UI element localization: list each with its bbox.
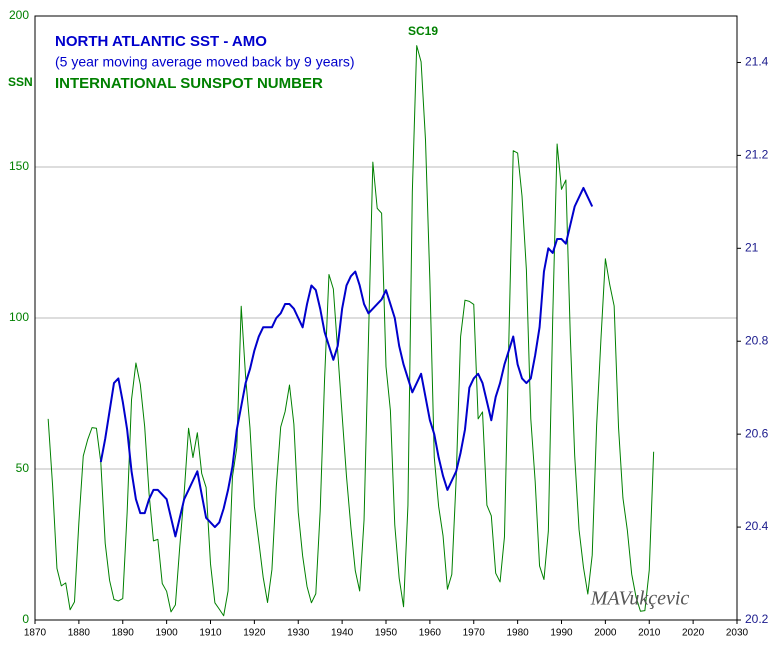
y2-tick-label: 21.2	[745, 148, 769, 162]
x-tick-label: 1940	[331, 628, 354, 639]
y2-tick-label: 20.4	[745, 519, 769, 533]
y2-tick-label: 20.6	[745, 426, 769, 440]
x-tick-label: 1910	[199, 628, 222, 639]
y-tick-label: 150	[9, 159, 29, 173]
legend-amo: NORTH ATLANTIC SST - AMO	[55, 33, 267, 50]
y-tick-label: 200	[9, 8, 29, 22]
x-tick-label: 1950	[375, 628, 398, 639]
x-tick-label: 1890	[112, 628, 135, 639]
x-tick-label: 2010	[638, 628, 661, 639]
series-line	[99, 186, 594, 538]
y-tick-label: 50	[16, 461, 30, 475]
x-tick-label: 1870	[24, 628, 47, 639]
y-tick-label: 100	[9, 310, 29, 324]
x-tick-label: 1930	[287, 628, 310, 639]
series-line	[47, 45, 655, 617]
watermark: MAVukçevic	[590, 588, 690, 610]
x-tick-label: 1920	[243, 628, 266, 639]
x-tick-label: 2000	[594, 628, 617, 639]
y-axis-label: SSN	[8, 75, 33, 89]
x-tick-label: 1900	[156, 628, 179, 639]
subtitle: (5 year moving average moved back by 9 y…	[55, 54, 355, 70]
y2-tick-label: 20.8	[745, 333, 769, 347]
x-tick-label: 1960	[419, 628, 442, 639]
x-tick-label: 1990	[550, 628, 573, 639]
annotation: SC19	[408, 24, 438, 38]
x-tick-label: 2020	[682, 628, 705, 639]
legend-ssn: INTERNATIONAL SUNSPOT NUMBER	[55, 75, 323, 92]
y-tick-label: 0	[22, 612, 29, 626]
x-tick-label: 2030	[726, 628, 749, 639]
x-tick-label: 1970	[463, 628, 486, 639]
y2-tick-label: 21.4	[745, 55, 769, 69]
y2-tick-label: 20.2	[745, 612, 769, 626]
lines	[47, 45, 655, 617]
x-tick-label: 1980	[507, 628, 530, 639]
y2-tick-label: 21	[745, 240, 759, 254]
x-tick-label: 1880	[68, 628, 91, 639]
